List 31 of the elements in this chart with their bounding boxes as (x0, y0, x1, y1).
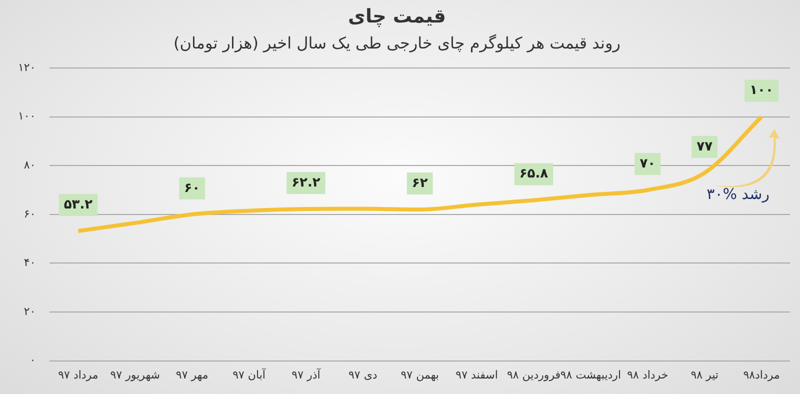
data-label: ۶۵.۸ (519, 166, 548, 182)
x-tick-label: بهمن ۹۷ (400, 368, 439, 382)
y-tick-label: ۸۰ (24, 158, 36, 172)
data-label: ۶۲.۲ (292, 175, 320, 190)
x-tick-label: دی ۹۷ (348, 368, 378, 382)
y-tick-label: ۰ (30, 354, 36, 367)
data-label: ۷۷ (696, 139, 713, 154)
chart-subtitle: روند قیمت هر کیلوگرم چای خارجی طی یک سال اخیر (هزار تومان) (174, 34, 620, 53)
y-tick-label: ۶۰ (24, 207, 36, 220)
y-tick-label: ۲۰ (24, 304, 36, 318)
data-label: ۷۰ (640, 156, 656, 172)
x-tick-label: اسفند ۹۷ (456, 368, 498, 382)
x-tick-label: آذر ۹۷ (292, 367, 322, 382)
data-label: ۵۳.۲ (64, 197, 93, 212)
y-tick-label: ۱۲۰ (18, 60, 36, 74)
x-tick-label: شهریور ۹۷ (110, 368, 160, 382)
x-tick-label: مهر ۹۷ (176, 368, 208, 382)
x-tick-label: مرداد ۹۷ (58, 368, 98, 382)
x-tick-label: اردیبهشت ۹۸ (560, 368, 622, 382)
x-tick-label: فروردین ۹۸ (506, 368, 561, 382)
x-tick-label: آبان ۹۷ (232, 367, 266, 382)
data-label: ۶۰ (184, 180, 200, 196)
x-tick-label: مرداد۹۸ (743, 368, 780, 382)
y-tick-label: ۱۰۰ (18, 110, 36, 123)
chart-title: قیمت چای (348, 5, 446, 28)
x-tick-label: تیر ۹۸ (690, 368, 718, 382)
data-label: ۱۰۰ (750, 83, 774, 98)
data-label: ۶۲ (412, 176, 428, 191)
x-tick-label: خرداد ۹۸ (627, 368, 668, 382)
y-tick-label: ۴۰ (24, 256, 36, 270)
annotation: ۳۰% رشد (706, 184, 770, 203)
